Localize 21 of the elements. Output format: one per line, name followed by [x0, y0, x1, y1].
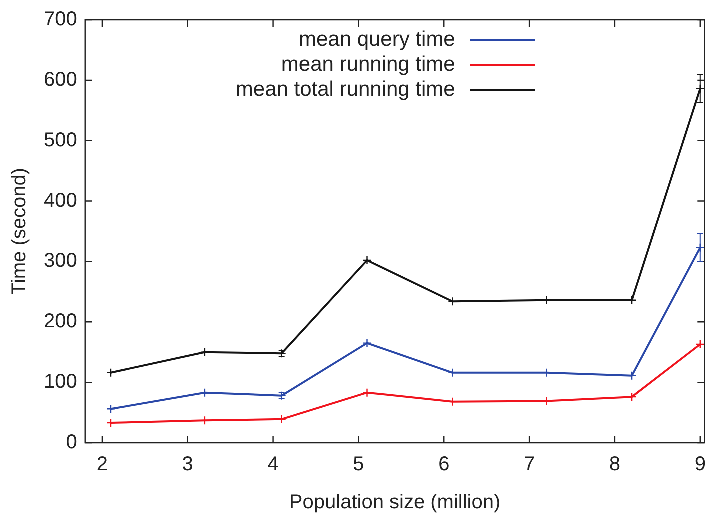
x-tick-label: 2	[96, 454, 108, 476]
y-tick-label: 700	[44, 8, 78, 31]
legend-label: mean total running time	[236, 78, 456, 101]
y-tick-label: 100	[44, 371, 78, 394]
x-axis-title: Population size (million)	[289, 492, 501, 514]
x-tick-label: 4	[268, 454, 279, 476]
y-tick-label: 500	[44, 129, 78, 152]
legend-label: mean running time	[281, 52, 456, 76]
y-tick-label: 300	[44, 250, 78, 272]
x-tick-label: 7	[524, 454, 536, 476]
x-tick-label: 9	[694, 454, 706, 476]
x-tick-label: 6	[438, 454, 450, 476]
x-tick-label: 5	[353, 454, 364, 476]
y-axis-title: Time (second)	[8, 168, 31, 296]
y-tick-label: 400	[44, 190, 78, 212]
legend-label: mean query time	[298, 28, 456, 51]
x-tick-label: 3	[182, 454, 194, 476]
y-tick-label: 0	[66, 432, 78, 454]
x-tick-label: 8	[609, 454, 621, 476]
y-tick-label: 600	[44, 68, 78, 91]
y-tick-label: 200	[44, 310, 78, 333]
